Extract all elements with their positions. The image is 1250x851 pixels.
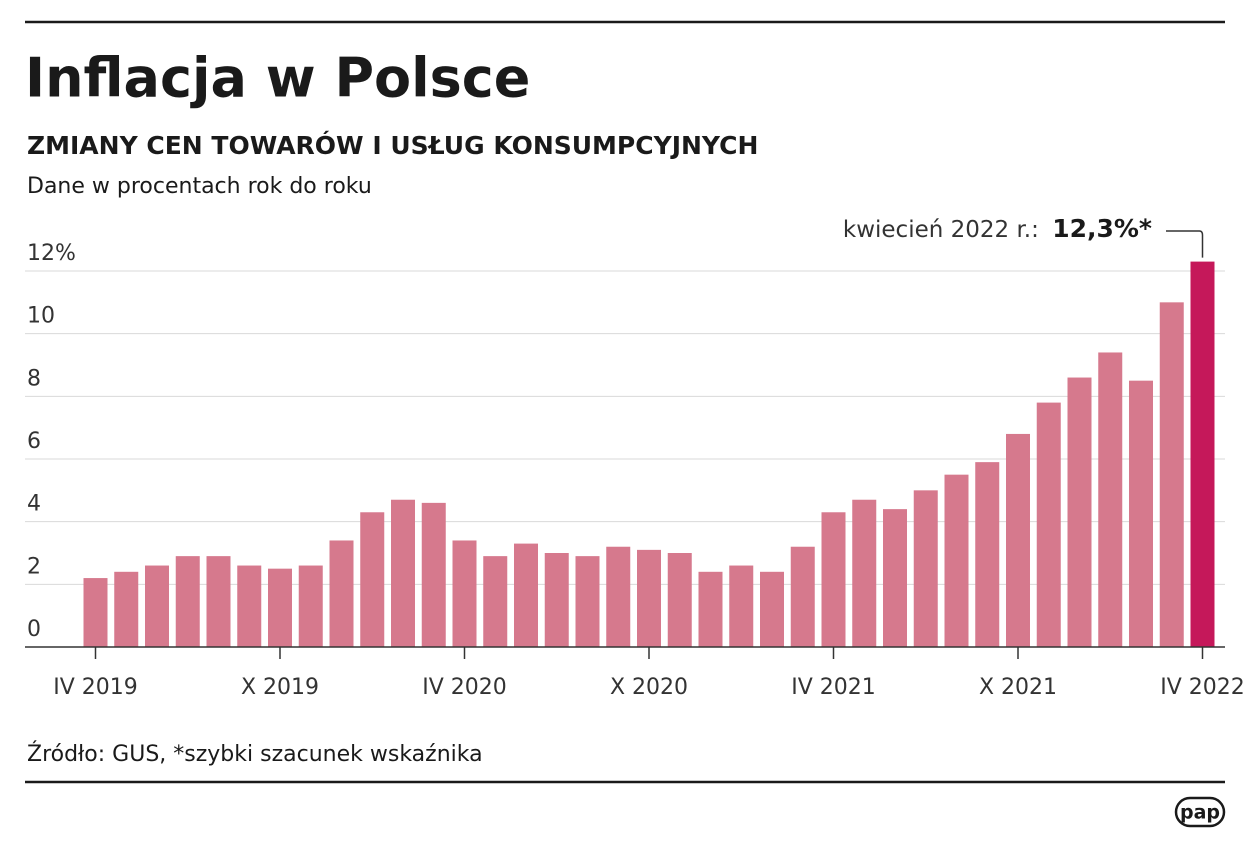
bar xyxy=(329,540,354,647)
bar xyxy=(421,502,446,647)
source: Źródło: GUS, *szybki szacunek wskaźnika xyxy=(27,741,483,767)
logo: pap xyxy=(1180,802,1220,824)
x-tick-label: IV 2019 xyxy=(53,675,138,700)
y-tick-label: 12% xyxy=(27,241,76,266)
bar xyxy=(237,565,262,647)
bar xyxy=(698,571,723,647)
bar xyxy=(575,556,600,647)
bar xyxy=(852,499,877,647)
bar xyxy=(667,553,692,647)
chart-note: Dane w procentach rok do roku xyxy=(27,174,372,199)
bar xyxy=(1036,402,1061,647)
y-tick-label: 6 xyxy=(27,429,41,454)
bar xyxy=(1129,380,1153,647)
bar xyxy=(206,556,231,647)
x-tick-label: IV 2020 xyxy=(422,675,507,700)
bar xyxy=(514,543,538,647)
y-tick-label: 8 xyxy=(27,366,41,391)
y-tick-label: 10 xyxy=(27,304,55,329)
bar xyxy=(1067,377,1092,647)
bar xyxy=(760,571,784,647)
bar xyxy=(1190,261,1215,647)
bar xyxy=(975,462,1000,647)
x-tick-label: IV 2022 xyxy=(1160,675,1245,700)
bar xyxy=(360,512,385,647)
annotation: kwiecień 2022 r.: 12,3%* xyxy=(843,214,1152,243)
y-tick-label: 0 xyxy=(27,617,41,642)
bar xyxy=(729,565,754,647)
bar xyxy=(391,499,415,647)
y-tick-label: 4 xyxy=(27,492,41,517)
bar xyxy=(1098,352,1123,647)
chart-title: Inflacja w Polsce xyxy=(25,47,530,110)
bar xyxy=(298,565,323,647)
bar xyxy=(606,546,631,647)
bar xyxy=(1159,302,1184,647)
bar xyxy=(483,556,508,647)
value-label: 12,3%* xyxy=(1052,214,1152,243)
bar xyxy=(452,540,477,647)
bar xyxy=(544,553,569,647)
bar xyxy=(1006,433,1030,647)
bar xyxy=(114,571,139,647)
bar xyxy=(821,512,846,647)
bar xyxy=(637,549,661,647)
x-tick-label: X 2019 xyxy=(241,675,319,700)
x-tick-label: X 2021 xyxy=(979,675,1057,700)
bar xyxy=(83,578,108,647)
bar xyxy=(913,490,938,647)
x-tick-label: IV 2021 xyxy=(791,675,876,700)
logo-frame xyxy=(1174,796,1226,828)
x-tick-label: X 2020 xyxy=(610,675,688,700)
bar xyxy=(145,565,169,647)
callout-line xyxy=(1166,230,1204,258)
bar xyxy=(175,556,200,647)
annotation-text: kwiecień 2022 r.: xyxy=(843,217,1039,243)
bar xyxy=(883,509,907,647)
bar xyxy=(944,474,969,647)
bar xyxy=(268,568,292,647)
chart-subtitle: ZMIANY CEN TOWARÓW I USŁUG KONSUMPCYJNYC… xyxy=(27,130,758,160)
y-tick-label: 2 xyxy=(27,554,41,579)
bar xyxy=(790,546,815,647)
